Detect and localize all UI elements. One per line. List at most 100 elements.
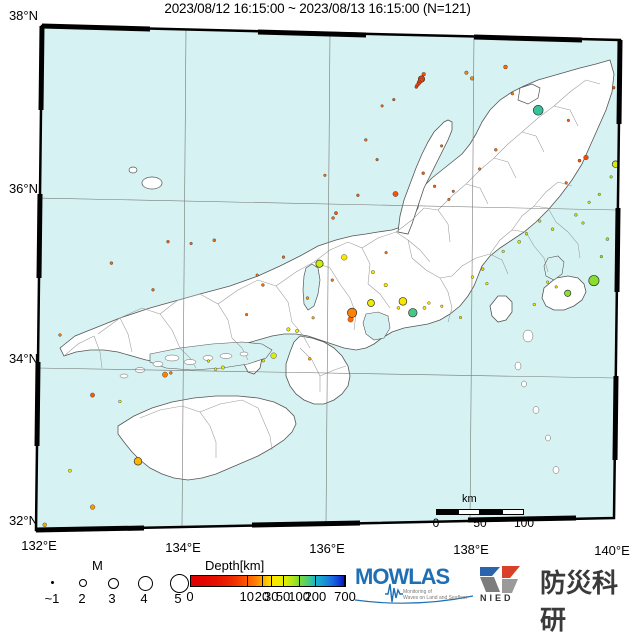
gridline-lon-134 xyxy=(181,28,187,527)
earthquake-marker[interactable] xyxy=(605,237,610,241)
nied-logo: NIED 防災科研 xyxy=(478,564,633,635)
earthquake-marker[interactable] xyxy=(421,171,425,175)
earthquake-marker[interactable] xyxy=(524,232,529,236)
depth-colorbar-label: 50 xyxy=(275,589,291,604)
earthquake-marker[interactable] xyxy=(564,181,568,185)
earthquake-marker[interactable] xyxy=(433,184,437,188)
earthquake-map[interactable]: 38°N 36°N 34°N 32°N xyxy=(0,8,635,538)
earthquake-marker[interactable] xyxy=(597,192,601,196)
earthquake-marker[interactable] xyxy=(422,306,427,310)
earthquake-marker[interactable] xyxy=(414,85,418,89)
earthquake-marker[interactable] xyxy=(566,118,570,122)
earthquake-markers[interactable] xyxy=(42,64,620,527)
earthquake-marker[interactable] xyxy=(255,273,259,277)
earthquake-marker[interactable] xyxy=(90,504,96,510)
earthquake-marker[interactable] xyxy=(510,92,515,96)
earthquake-marker[interactable] xyxy=(550,227,555,231)
earthquake-marker[interactable] xyxy=(364,138,368,142)
earthquake-marker[interactable] xyxy=(133,457,143,466)
earthquake-marker[interactable] xyxy=(206,359,211,363)
earthquake-marker[interactable] xyxy=(459,316,463,320)
earthquake-marker[interactable] xyxy=(546,280,550,284)
earthquake-marker[interactable] xyxy=(42,522,47,527)
earthquake-marker[interactable] xyxy=(451,189,455,193)
earthquake-marker[interactable] xyxy=(151,288,155,292)
earthquake-marker[interactable] xyxy=(118,399,122,404)
earthquake-marker[interactable] xyxy=(308,357,312,361)
earthquake-marker[interactable] xyxy=(162,371,168,378)
earthquake-marker[interactable] xyxy=(554,285,558,289)
earthquake-marker[interactable] xyxy=(398,297,408,306)
earthquake-marker[interactable] xyxy=(286,327,291,332)
earthquake-marker[interactable] xyxy=(577,158,582,163)
earthquake-marker[interactable] xyxy=(109,261,114,265)
earthquake-marker[interactable] xyxy=(330,278,334,282)
earthquake-marker[interactable] xyxy=(440,144,444,148)
earthquake-marker[interactable] xyxy=(470,275,475,279)
earthquake-marker[interactable] xyxy=(587,200,591,204)
earthquake-marker[interactable] xyxy=(392,191,399,197)
earthquake-marker[interactable] xyxy=(261,283,265,287)
earthquake-marker[interactable] xyxy=(169,371,173,375)
depth-colorbar-label: 0 xyxy=(186,589,194,604)
earthquake-marker[interactable] xyxy=(501,249,505,253)
earthquake-marker[interactable] xyxy=(347,307,358,318)
earthquake-marker[interactable] xyxy=(583,154,589,161)
earthquake-marker[interactable] xyxy=(220,365,225,370)
earthquake-marker[interactable] xyxy=(380,104,384,108)
earthquake-marker[interactable] xyxy=(214,367,218,371)
earthquake-marker[interactable] xyxy=(611,86,616,90)
earthquake-marker[interactable] xyxy=(408,308,418,318)
earthquake-marker[interactable] xyxy=(564,289,572,297)
earthquake-marker[interactable] xyxy=(166,240,170,244)
earthquake-marker[interactable] xyxy=(331,216,335,220)
magnitude-legend-circle-5 xyxy=(169,573,189,593)
earthquake-marker[interactable] xyxy=(481,267,485,271)
earthquake-marker[interactable] xyxy=(494,148,498,152)
earthquake-marker[interactable] xyxy=(609,175,613,179)
earthquake-marker[interactable] xyxy=(538,219,542,223)
earthquake-marker[interactable] xyxy=(470,76,475,81)
earthquake-marker[interactable] xyxy=(270,352,277,359)
earthquake-marker[interactable] xyxy=(370,270,375,275)
earthquake-marker[interactable] xyxy=(421,72,426,77)
earthquake-marker[interactable] xyxy=(305,296,310,300)
earthquake-marker[interactable] xyxy=(447,197,451,201)
earthquake-marker[interactable] xyxy=(581,221,585,225)
earthquake-marker[interactable] xyxy=(396,306,401,310)
earthquake-marker[interactable] xyxy=(599,255,603,259)
earthquake-marker[interactable] xyxy=(440,304,444,308)
earthquake-marker[interactable] xyxy=(532,105,544,116)
earthquake-marker[interactable] xyxy=(464,70,469,75)
earthquake-marker[interactable] xyxy=(341,254,348,261)
earthquake-marker[interactable] xyxy=(323,173,327,177)
scale-unit-label: km xyxy=(462,493,477,505)
earthquake-marker[interactable] xyxy=(478,167,482,171)
earthquake-marker[interactable] xyxy=(281,255,286,259)
earthquake-marker[interactable] xyxy=(503,64,508,70)
earthquake-marker[interactable] xyxy=(574,213,578,217)
earthquake-marker[interactable] xyxy=(588,275,600,287)
earthquake-marker[interactable] xyxy=(90,392,95,398)
earthquake-marker[interactable] xyxy=(375,158,379,162)
earthquake-marker[interactable] xyxy=(295,329,299,333)
earthquake-marker[interactable] xyxy=(261,359,265,363)
earthquake-marker[interactable] xyxy=(245,313,249,317)
earthquake-marker[interactable] xyxy=(485,282,489,286)
earthquake-marker[interactable] xyxy=(68,468,72,473)
earthquake-marker[interactable] xyxy=(311,316,315,320)
earthquake-marker[interactable] xyxy=(532,302,536,307)
earthquake-marker[interactable] xyxy=(384,251,388,255)
earthquake-marker[interactable] xyxy=(334,211,338,215)
earthquake-marker[interactable] xyxy=(392,98,396,102)
earthquake-marker[interactable] xyxy=(189,241,193,246)
earthquake-marker[interactable] xyxy=(356,193,360,197)
earthquake-marker[interactable] xyxy=(517,240,521,244)
earthquake-marker[interactable] xyxy=(383,283,388,288)
earthquake-marker[interactable] xyxy=(367,299,375,307)
earthquake-marker[interactable] xyxy=(212,238,217,243)
earthquake-marker[interactable] xyxy=(58,333,62,337)
earthquake-marker[interactable] xyxy=(427,301,431,305)
earthquake-marker[interactable] xyxy=(315,259,324,268)
magnitude-legend-circles: ~1 2 3 4 5 xyxy=(0,538,254,606)
